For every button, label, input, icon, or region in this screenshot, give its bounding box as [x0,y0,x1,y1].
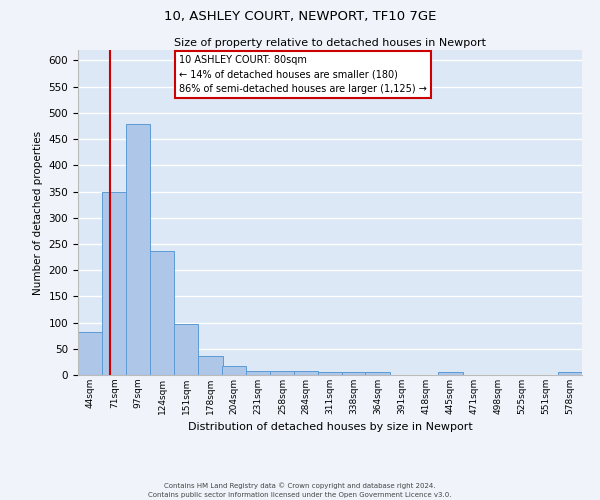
Bar [365,372,390,375]
Bar [342,372,367,375]
Bar [102,192,127,375]
Bar [558,372,582,375]
Text: 10, ASHLEY COURT, NEWPORT, TF10 7GE: 10, ASHLEY COURT, NEWPORT, TF10 7GE [164,10,436,23]
Text: Contains HM Land Registry data © Crown copyright and database right 2024.
Contai: Contains HM Land Registry data © Crown c… [148,482,452,498]
Bar [78,332,102,375]
Bar [318,372,342,375]
Bar [438,372,463,375]
Bar [270,372,295,375]
Bar [125,124,150,375]
Bar [222,366,246,375]
X-axis label: Distribution of detached houses by size in Newport: Distribution of detached houses by size … [188,422,472,432]
Bar [174,324,199,375]
Bar [246,372,270,375]
Text: 10 ASHLEY COURT: 80sqm
← 14% of detached houses are smaller (180)
86% of semi-de: 10 ASHLEY COURT: 80sqm ← 14% of detached… [179,55,427,94]
Y-axis label: Number of detached properties: Number of detached properties [33,130,43,294]
Title: Size of property relative to detached houses in Newport: Size of property relative to detached ho… [174,38,486,48]
Bar [150,252,174,375]
Bar [199,356,223,375]
Bar [293,372,318,375]
